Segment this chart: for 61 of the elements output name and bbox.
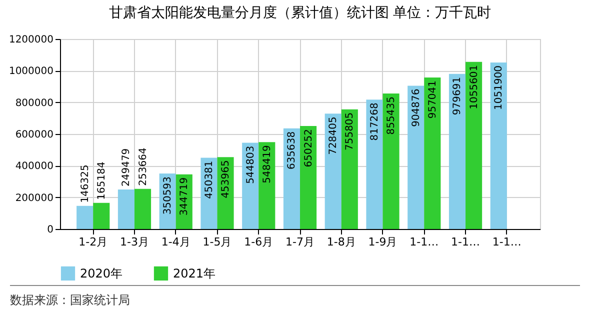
data-label: 544803	[245, 146, 256, 184]
x-tick-label: 1-5月	[202, 236, 232, 248]
y-tick-label: 600000	[15, 130, 54, 140]
x-tick-label: 1-8月	[326, 236, 356, 248]
y-tick-label: 800000	[15, 98, 54, 109]
data-label: 146325	[80, 164, 91, 203]
bar	[341, 109, 358, 229]
y-tick-label: 200000	[15, 192, 54, 204]
data-label: 755805	[344, 112, 356, 151]
x-tick-label: 1-1…	[410, 236, 439, 248]
legend-label: 2020年	[80, 266, 123, 280]
source-note: 数据来源：国家统计局	[10, 292, 131, 309]
bar	[93, 202, 110, 229]
bar	[466, 62, 482, 229]
bar	[382, 94, 400, 229]
data-label: 979691	[452, 76, 464, 116]
bar	[283, 128, 300, 229]
data-label: 957041	[427, 80, 438, 119]
data-label: 855435	[386, 96, 398, 135]
bar	[366, 100, 383, 229]
y-tick-label: 1000000	[8, 66, 54, 78]
bar	[490, 62, 507, 229]
data-label: 249479	[121, 148, 132, 186]
x-tick-label: 1-2月	[78, 236, 108, 248]
data-label: 165184	[96, 162, 108, 200]
data-label: 904876	[410, 88, 422, 127]
data-label: 1055601	[468, 64, 480, 110]
data-label: 817268	[369, 102, 380, 141]
data-label: 253664	[138, 148, 149, 186]
bar	[118, 190, 134, 229]
x-tick-label: 1-1…	[451, 236, 480, 248]
bar	[300, 126, 317, 229]
x-tick-label: 1-9月	[368, 236, 398, 248]
bar	[76, 206, 94, 229]
x-tick-label: 1-3月	[120, 236, 149, 248]
data-label: 635638	[286, 131, 298, 170]
data-label: 344719	[179, 177, 190, 216]
x-tick-label: 1-4月	[161, 236, 190, 248]
y-tick-label: 0	[47, 224, 54, 236]
bar	[242, 142, 259, 229]
data-label: 453965	[220, 160, 232, 198]
bar	[408, 86, 424, 229]
data-label: 728405	[328, 116, 340, 155]
legend-label: 2021年	[173, 266, 216, 280]
bar	[424, 77, 441, 229]
x-tick-label: 1-7月	[286, 236, 314, 248]
data-label: 548419	[262, 145, 273, 184]
data-label: 350593	[162, 176, 174, 215]
chart-title: 甘肃省太阳能发电量分月度（累计值）统计图 单位：万千瓦时	[108, 5, 492, 21]
data-label: 650252	[303, 129, 314, 168]
bar	[258, 142, 276, 229]
data-label: 450381	[204, 160, 215, 199]
x-tick-label: 1-1…	[492, 236, 522, 248]
bar	[324, 114, 342, 229]
y-tick-label: 1200000	[8, 34, 54, 46]
y-tick-label: 400000	[15, 161, 54, 172]
bar	[134, 188, 152, 229]
bar	[217, 157, 234, 229]
bar	[448, 74, 466, 229]
data-label: 1051900	[494, 65, 505, 110]
x-tick-label: 1-6月	[244, 236, 274, 248]
